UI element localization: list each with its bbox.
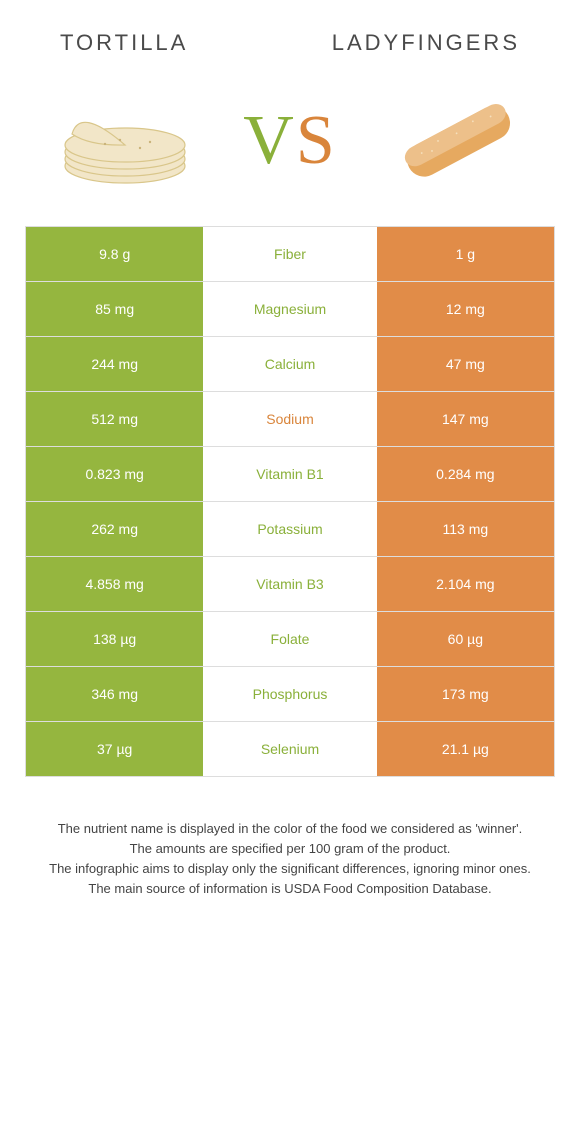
vs-s: S	[296, 102, 337, 179]
footer-line-4: The main source of information is USDA F…	[40, 879, 540, 899]
table-row: 244 mgCalcium47 mg	[26, 336, 554, 391]
footer-notes: The nutrient name is displayed in the co…	[0, 777, 580, 900]
table-row: 346 mgPhosphorus173 mg	[26, 666, 554, 721]
footer-line-1: The nutrient name is displayed in the co…	[40, 819, 540, 839]
table-row: 85 mgMagnesium12 mg	[26, 281, 554, 336]
left-value: 4.858 mg	[26, 557, 203, 611]
right-value: 47 mg	[377, 337, 554, 391]
table-row: 138 µgFolate60 µg	[26, 611, 554, 666]
left-food-title: TORTILLA	[60, 30, 188, 56]
nutrient-name: Sodium	[203, 392, 376, 446]
left-value: 346 mg	[26, 667, 203, 721]
right-value: 2.104 mg	[377, 557, 554, 611]
nutrient-name: Phosphorus	[203, 667, 376, 721]
left-value: 0.823 mg	[26, 447, 203, 501]
table-row: 9.8 gFiber1 g	[26, 226, 554, 281]
nutrient-name: Calcium	[203, 337, 376, 391]
right-value: 21.1 µg	[377, 722, 554, 776]
hero-row: VS	[0, 76, 580, 226]
right-value: 113 mg	[377, 502, 554, 556]
comparison-table: 9.8 gFiber1 g85 mgMagnesium12 mg244 mgCa…	[25, 226, 555, 777]
nutrient-name: Folate	[203, 612, 376, 666]
nutrient-name: Fiber	[203, 227, 376, 281]
right-food-title: LADYFINGERS	[332, 30, 520, 56]
left-value: 9.8 g	[26, 227, 203, 281]
table-row: 0.823 mgVitamin B10.284 mg	[26, 446, 554, 501]
nutrient-name: Magnesium	[203, 282, 376, 336]
table-row: 4.858 mgVitamin B32.104 mg	[26, 556, 554, 611]
right-value: 173 mg	[377, 667, 554, 721]
vs-label: VS	[243, 101, 337, 181]
nutrient-name: Potassium	[203, 502, 376, 556]
left-value: 37 µg	[26, 722, 203, 776]
left-value: 262 mg	[26, 502, 203, 556]
nutrient-name: Selenium	[203, 722, 376, 776]
right-value: 0.284 mg	[377, 447, 554, 501]
vs-v: V	[243, 102, 296, 179]
ladyfinger-image	[380, 86, 530, 196]
left-value: 85 mg	[26, 282, 203, 336]
tortilla-image	[50, 86, 200, 196]
footer-line-2: The amounts are specified per 100 gram o…	[40, 839, 540, 859]
nutrient-name: Vitamin B3	[203, 557, 376, 611]
table-row: 512 mgSodium147 mg	[26, 391, 554, 446]
left-value: 244 mg	[26, 337, 203, 391]
header: TORTILLA LADYFINGERS	[0, 0, 580, 76]
left-value: 138 µg	[26, 612, 203, 666]
right-value: 12 mg	[377, 282, 554, 336]
footer-line-3: The infographic aims to display only the…	[40, 859, 540, 879]
right-value: 1 g	[377, 227, 554, 281]
table-row: 37 µgSelenium21.1 µg	[26, 721, 554, 776]
right-value: 147 mg	[377, 392, 554, 446]
left-value: 512 mg	[26, 392, 203, 446]
nutrient-name: Vitamin B1	[203, 447, 376, 501]
table-row: 262 mgPotassium113 mg	[26, 501, 554, 556]
right-value: 60 µg	[377, 612, 554, 666]
